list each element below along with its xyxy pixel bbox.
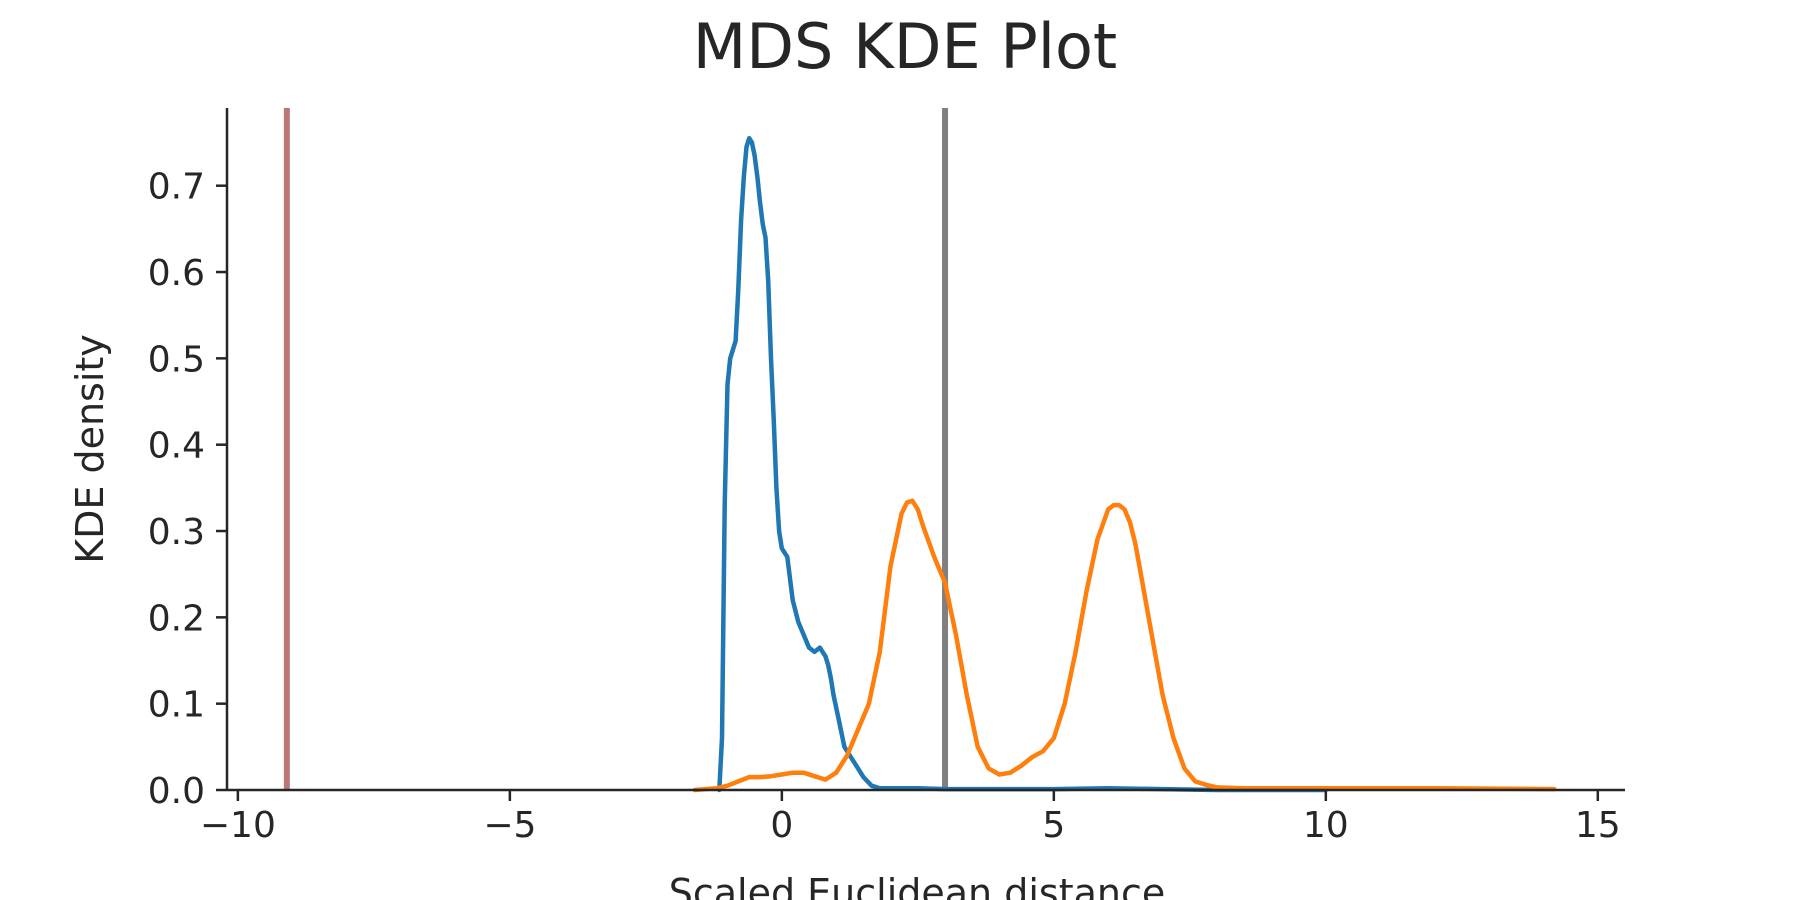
- x-axis-label: Scaled Euclidean distance: [669, 871, 1166, 900]
- y-axis-label: KDE density: [68, 334, 112, 564]
- x-tick-label: 10: [1303, 805, 1349, 846]
- y-axis-ticks: 0.0 0.1 0.2 0.3 0.4 0.5 0.6 0.7: [148, 167, 227, 812]
- y-tick-label: 0.5: [148, 339, 205, 380]
- series-line-1: [717, 135, 1329, 793]
- reference-lines: [283, 108, 949, 790]
- y-tick-label: 0.3: [148, 512, 205, 553]
- x-axis-ticks: −10 −5 0 5 10 15: [200, 790, 1621, 846]
- x-tick-label: 5: [1042, 805, 1065, 846]
- y-tick-label: 0.1: [148, 685, 205, 726]
- y-tick-label: 0.0: [148, 771, 205, 812]
- x-tick-label: 0: [770, 805, 793, 846]
- y-tick-label: 0.6: [148, 253, 205, 294]
- y-tick-label: 0.7: [148, 167, 205, 208]
- x-tick-label: −5: [483, 805, 536, 846]
- y-tick-label: 0.2: [148, 598, 205, 639]
- chart-title: MDS KDE Plot: [693, 10, 1117, 83]
- x-tick-label: 15: [1575, 805, 1621, 846]
- x-tick-label: −10: [200, 805, 276, 846]
- series-line-2: [692, 498, 1557, 793]
- y-tick-label: 0.4: [148, 426, 205, 467]
- series-layer: [692, 135, 1557, 793]
